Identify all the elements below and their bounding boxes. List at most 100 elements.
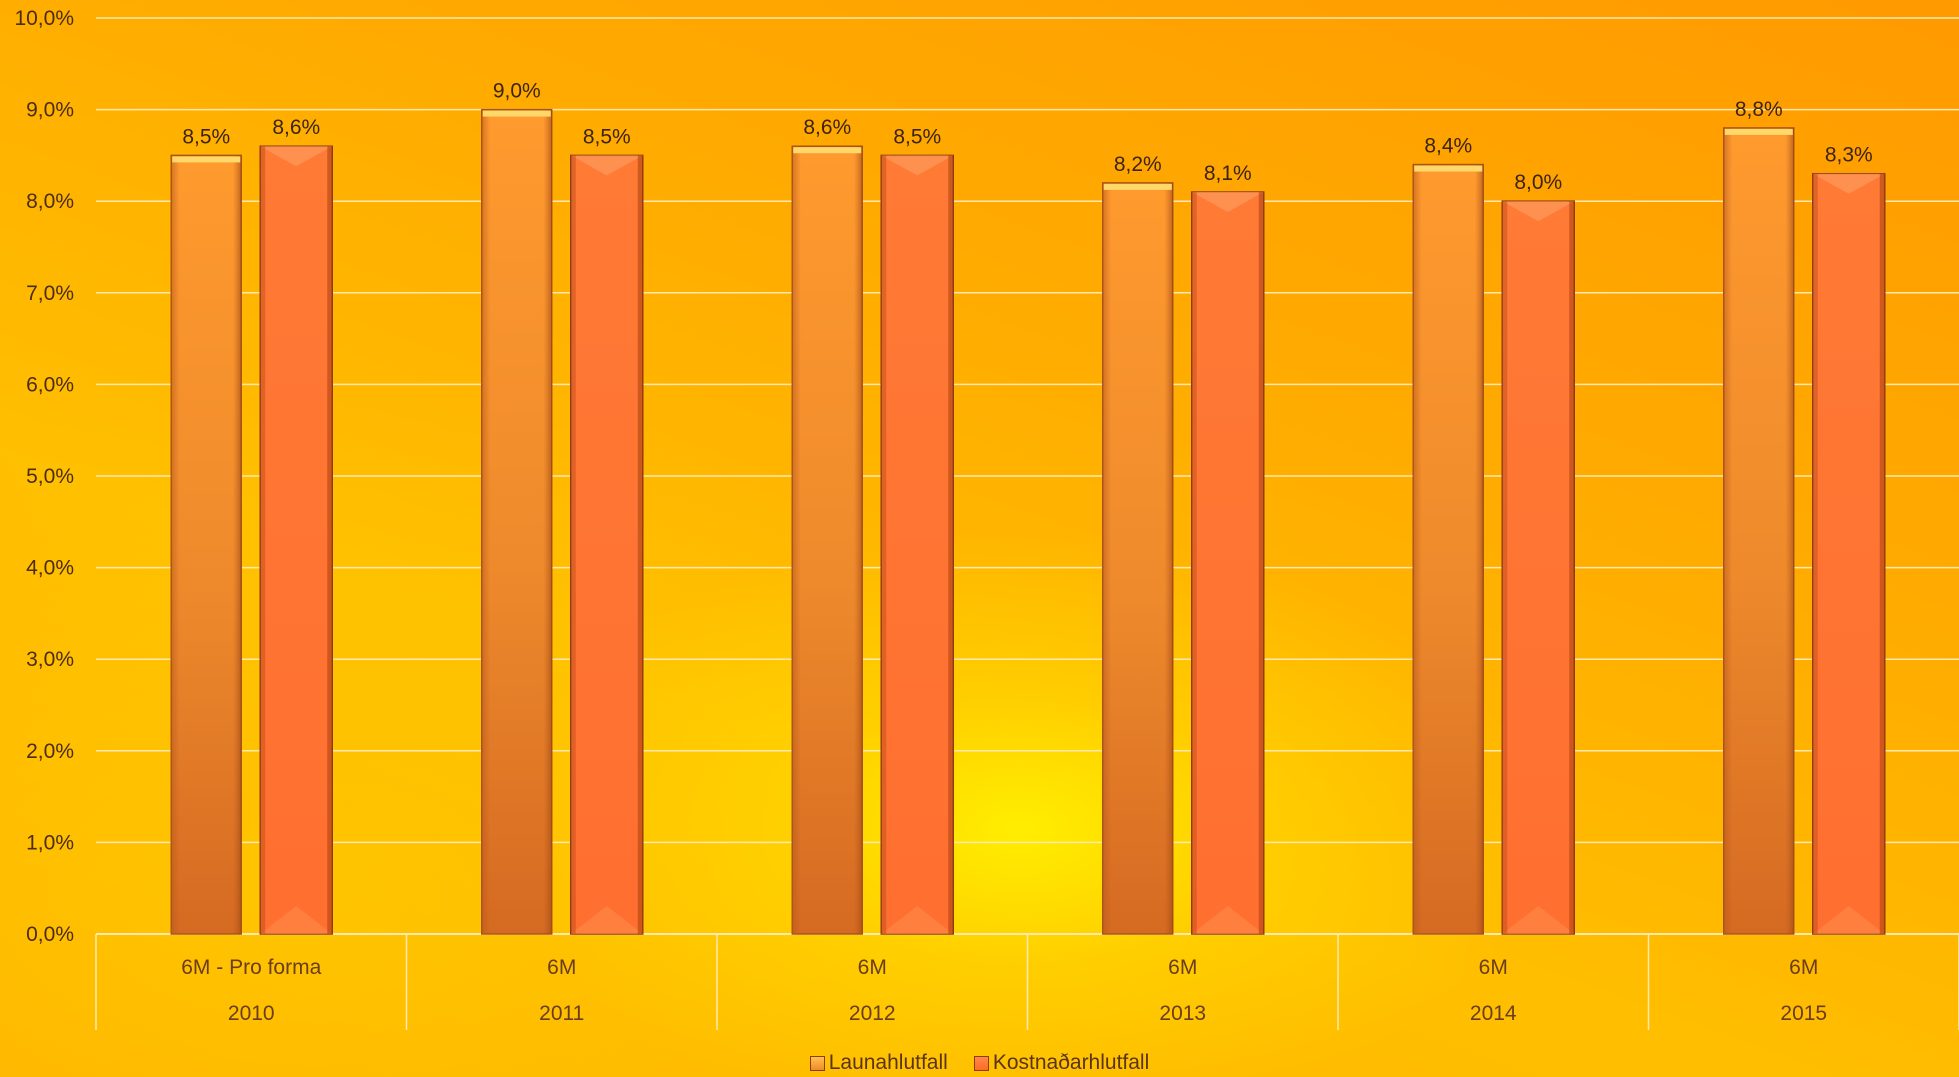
bar-top-bevel [1191, 192, 1264, 213]
bar-bottom-bevel [1502, 906, 1575, 934]
data-label: 8,5% [583, 125, 631, 148]
bar [259, 145, 333, 935]
bar-top-highlight [1103, 183, 1172, 190]
bar-body [570, 154, 644, 935]
y-tick-label: 1,0% [26, 831, 74, 854]
bar-left-edge [260, 146, 266, 935]
gridlines [96, 17, 1959, 935]
legend-swatch-icon [973, 1055, 989, 1071]
bar-right-edge [1258, 192, 1264, 935]
data-label: 8,5% [893, 125, 941, 148]
x-tick-label-year: 2014 [1470, 1002, 1517, 1025]
bar [170, 154, 242, 935]
bar-bottom-bevel [1812, 906, 1885, 934]
x-axis: 6M - Pro forma 2010 6M 2011 6M 2012 6M 2013 6M 20… [95, 933, 1959, 1030]
y-tick-label: 2,0% [26, 740, 74, 763]
bar-right-edge [327, 146, 333, 935]
bar-top-bevel [1812, 173, 1885, 194]
bar-top-highlight [1724, 128, 1793, 135]
bar-right-edge [1879, 173, 1885, 935]
bar [1501, 200, 1575, 935]
bar-right-edge [948, 155, 954, 934]
bar-edge-shade [792, 146, 863, 935]
data-label: 8,6% [803, 116, 851, 139]
bar-right-edge [637, 155, 643, 934]
bar-top-bevel [881, 155, 954, 176]
legend-swatch-icon [809, 1055, 825, 1071]
bar-body [1812, 172, 1886, 935]
bar-left-edge [1502, 201, 1508, 934]
legend-item-kostnadarhlutfall[interactable]: Kostnaðarhlutfall [973, 1051, 1149, 1075]
y-tick-label: 10,0% [14, 7, 74, 30]
bar [791, 145, 863, 935]
x-tick-label-year: 2011 [539, 1002, 584, 1025]
bar-right-edge [1569, 201, 1575, 934]
bar-edge-shade [1723, 127, 1794, 935]
bar-edge-shade [1102, 182, 1173, 934]
bar [1723, 127, 1795, 935]
data-label: 9,0% [493, 80, 541, 103]
bar-top-bevel [1502, 201, 1575, 222]
x-tick-label-year: 2013 [1159, 1002, 1206, 1025]
legend-item-launahlutfall[interactable]: Launahlutfall [809, 1051, 948, 1075]
bar-left-edge [1191, 192, 1197, 935]
y-tick-label: 6,0% [26, 373, 74, 396]
bar [570, 154, 644, 935]
bar-left-edge [1812, 173, 1818, 935]
bar-edge-shade [171, 155, 242, 934]
bar-edge-shade [481, 109, 552, 935]
y-tick-label: 8,0% [26, 190, 74, 213]
bar-top-bevel [570, 155, 643, 176]
bars [170, 108, 1886, 935]
data-label: 8,0% [1514, 171, 1562, 194]
bar-bottom-bevel [1191, 906, 1264, 934]
y-tick-label: 3,0% [26, 648, 74, 671]
data-label: 8,1% [1204, 162, 1252, 185]
x-tick-label-period: 6M [547, 956, 576, 979]
bar [1102, 182, 1174, 935]
data-label: 8,2% [1114, 153, 1162, 176]
bar-body [259, 145, 333, 935]
y-tick-label: 0,0% [26, 923, 74, 946]
bar [1812, 172, 1886, 935]
y-tick-label: 4,0% [26, 557, 74, 580]
legend: Launahlutfall Kostnaðarhlutfall [0, 1050, 1959, 1076]
bar-bottom-bevel [260, 906, 333, 934]
bar [481, 108, 553, 935]
data-labels: 8,5% 9,0% 8,6% 8,2% 8,4% 8,8% 8,6% 8,5% 8,5% 8,1%… [182, 80, 1872, 195]
x-tick-label-year: 2010 [228, 1002, 275, 1025]
bar-top-highlight [793, 147, 862, 154]
x-tick-label-period: 6M [858, 956, 887, 979]
bar-body [1191, 191, 1265, 935]
x-tick-label-year: 2012 [849, 1002, 896, 1025]
bar-top-highlight [482, 110, 551, 117]
y-tick-label: 9,0% [26, 99, 74, 122]
x-tick-label-period: 6M [1789, 956, 1818, 979]
bar-top-highlight [1414, 165, 1483, 172]
x-tick-label-period: 6M [1168, 956, 1197, 979]
data-label: 8,3% [1825, 144, 1873, 167]
y-tick-label: 5,0% [26, 465, 74, 488]
data-label: 8,6% [272, 116, 320, 139]
data-label: 8,5% [182, 125, 230, 148]
data-label: 8,8% [1735, 98, 1783, 121]
bar-left-edge [881, 155, 887, 934]
bar-bottom-bevel [570, 906, 643, 934]
x-tick-label-period: 6M [1479, 956, 1508, 979]
y-tick-label: 7,0% [26, 282, 74, 305]
bar-body [1501, 200, 1575, 935]
data-label: 8,4% [1424, 135, 1472, 158]
x-tick-label-period: 6M - Pro forma [181, 956, 321, 979]
x-tick-label-year: 2015 [1780, 1002, 1827, 1025]
bar [880, 154, 954, 935]
bar-body [880, 154, 954, 935]
bar-top-bevel [260, 146, 333, 167]
y-axis: 0,0% 1,0% 2,0% 3,0% 4,0% 5,0% 6,0% 7,0% 8,0% 9,0%… [14, 7, 74, 946]
bar [1412, 163, 1484, 935]
bar [1191, 191, 1265, 935]
bar-top-highlight [172, 156, 241, 163]
bar-bottom-bevel [881, 906, 954, 934]
bar-left-edge [570, 155, 576, 934]
legend-label: Launahlutfall [828, 1051, 948, 1074]
